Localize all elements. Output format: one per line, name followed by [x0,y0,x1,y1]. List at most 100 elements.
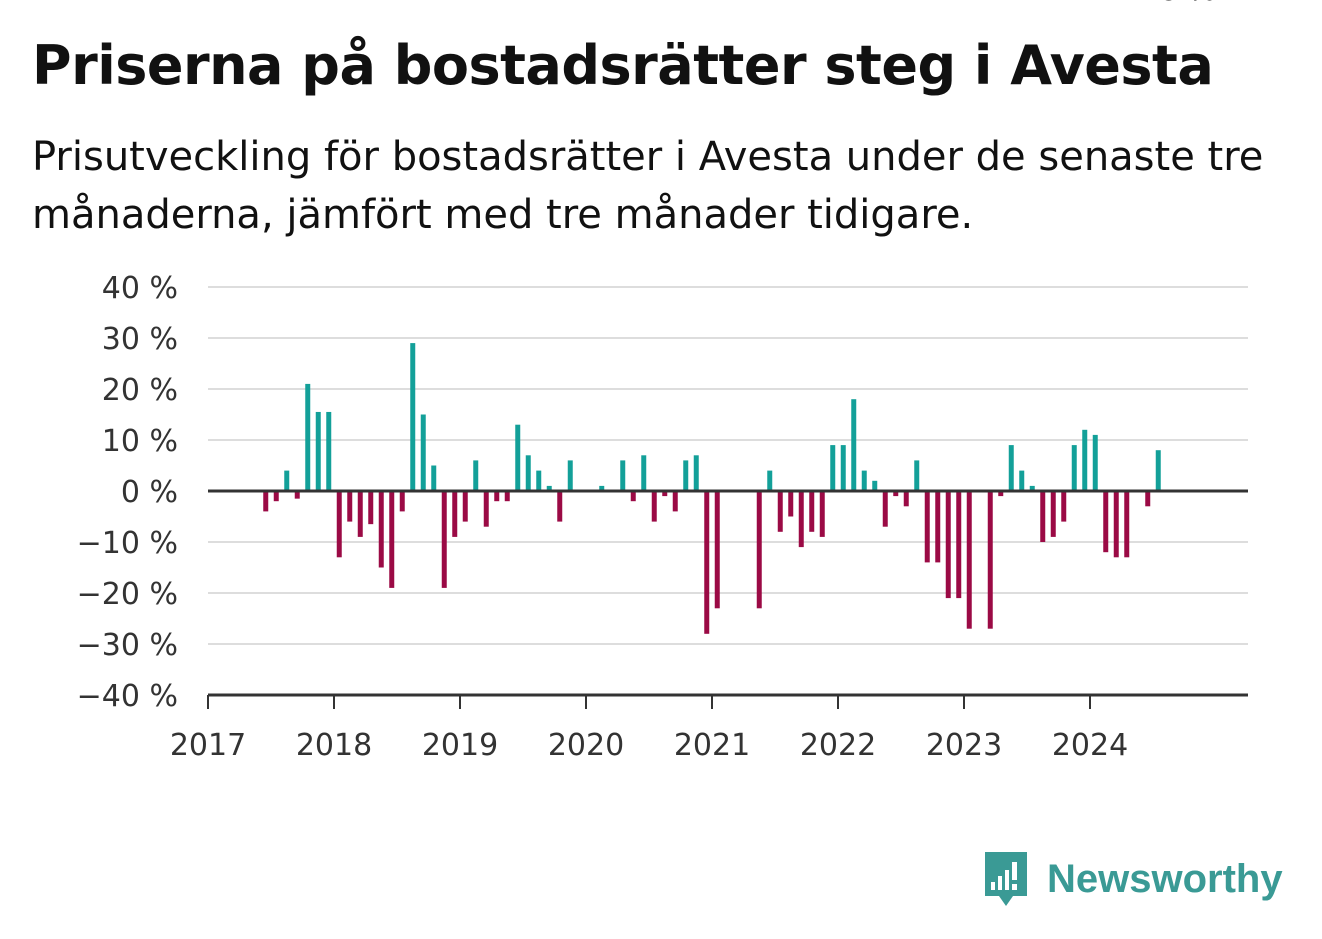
y-tick-label: −30 % [77,628,178,663]
y-tick-label: 10 % [102,424,178,459]
bar [294,491,300,499]
y-tick-label: −40 % [77,679,178,714]
bar [819,491,825,537]
bar [557,491,563,522]
bar [651,491,657,522]
chart-subtitle: Prisutveckling för bostadsrätter i Avest… [32,134,1264,238]
x-tick-label: 2018 [296,728,372,763]
bar [357,491,363,537]
bar [924,491,930,563]
bar [914,460,920,491]
bar [368,491,374,525]
brand-logo[interactable]: Newsworthy [981,848,1283,910]
x-tick-label: 2022 [800,728,876,763]
bar [620,460,626,491]
bar [452,491,458,537]
bar [987,491,993,629]
bar [966,491,972,629]
bar [399,491,405,512]
x-tick-label: 2017 [170,728,246,763]
bar [1124,491,1130,558]
bar [641,455,647,491]
bar [504,491,510,502]
bar [788,491,794,517]
bar [494,491,500,502]
bar [767,470,773,491]
bar [326,411,332,491]
bar [630,491,636,502]
bar [473,460,479,491]
bar [704,491,710,634]
chart-speech-bubble-icon [985,852,1027,906]
bar [431,465,437,491]
bar [525,455,531,491]
bar [1092,434,1098,491]
x-tick-label: 2023 [926,728,1002,763]
bar [599,485,605,491]
bar [1050,491,1056,537]
grid-lines [208,286,1248,645]
bar [462,491,468,522]
chart-title: Priserna på bostadsrätter steg i Avesta [32,34,1214,97]
bar [273,491,279,502]
bar [1082,429,1088,491]
bar [861,470,867,491]
bar [1155,450,1161,491]
y-tick-label: 20 % [102,373,178,408]
bar [756,491,762,609]
bar [945,491,951,599]
x-tick-label: 2020 [548,728,624,763]
bar [1071,445,1077,491]
brand-name: Newsworthy [1047,857,1283,901]
x-tick-label: 2024 [1052,728,1128,763]
bar [305,383,311,491]
bar [935,491,941,563]
bar [284,470,290,491]
bar [714,491,720,609]
bar [347,491,353,522]
y-tick-label: 30 % [102,322,178,357]
bar [1040,491,1046,542]
bar [1061,491,1067,522]
y-tick-label: −10 % [77,526,178,561]
y-tick-label: −20 % [77,577,178,612]
y-tick-label: 40 % [102,271,178,306]
bar [441,491,447,588]
bar-series [263,343,1161,634]
bar [315,411,321,491]
bar [389,491,395,588]
bar [672,491,678,512]
bar [1019,470,1025,491]
bar [1145,491,1151,507]
bar [1113,491,1119,558]
axes [207,489,1248,709]
bar [546,485,552,491]
bar [420,414,426,491]
bar [693,455,699,491]
bar [536,470,542,491]
x-tick-label: 2019 [422,728,498,763]
bar [777,491,783,532]
bar [1008,445,1014,491]
bar [336,491,342,558]
bar [378,491,384,568]
bar [956,491,962,599]
bar [809,491,815,532]
bar [798,491,804,548]
y-tick-label: 0 % [121,475,178,510]
bar [683,460,689,491]
bar [893,491,899,497]
bar [515,424,521,491]
bar [840,445,846,491]
bar [1103,491,1109,553]
bar [872,480,878,491]
bar [567,460,573,491]
bar [851,399,857,491]
x-tick-label: 2021 [674,728,750,763]
bar [263,491,269,512]
bar [1029,485,1035,491]
bar [830,445,836,491]
value-annotation: 8 % [1159,0,1216,8]
bar [882,491,888,527]
